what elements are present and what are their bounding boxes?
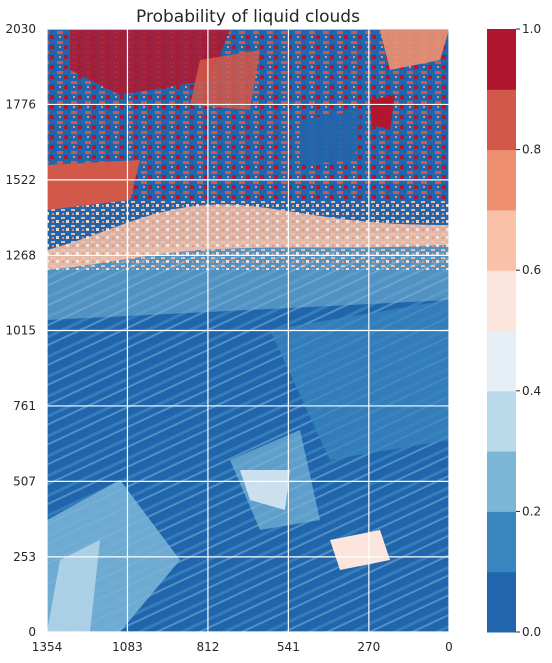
heatmap-patch-red-right bbox=[370, 95, 395, 130]
y-tick-label: 2030 bbox=[5, 22, 36, 36]
y-tick-label: 1015 bbox=[5, 324, 36, 338]
heatmap-patch-pale bbox=[47, 540, 100, 632]
colorbar-band bbox=[487, 511, 516, 573]
y-tick-label: 1268 bbox=[5, 248, 36, 262]
x-tick-label: 1083 bbox=[112, 640, 143, 654]
colorbar-band bbox=[487, 89, 516, 151]
colorbar-band bbox=[487, 451, 516, 512]
y-tick-label: 507 bbox=[13, 474, 36, 488]
y-tick-label: 0 bbox=[28, 625, 36, 639]
grid-lines bbox=[46, 28, 450, 633]
colorbar-tick-label: 1.0 bbox=[522, 22, 541, 36]
y-tick-label: 1776 bbox=[5, 97, 36, 111]
heatmap-patch-red-left bbox=[47, 160, 140, 210]
y-tick-label: 761 bbox=[13, 399, 36, 413]
colorbar-band bbox=[487, 149, 516, 211]
heatmap-patch-blue bbox=[270, 300, 449, 460]
colorbar-band bbox=[487, 571, 516, 633]
heatmap-patch-white bbox=[240, 470, 290, 510]
colorbar-tick-label: 0.0 bbox=[522, 625, 541, 639]
heatmap-transition-speckle bbox=[47, 200, 449, 270]
heatmap-patch-blue-gap bbox=[300, 110, 360, 165]
y-tick-label: 1522 bbox=[5, 173, 36, 187]
heatmap-patch-orange-right bbox=[380, 30, 449, 70]
y-axis: 0 253 507 761 1015 1268 1522 1776 2030 bbox=[5, 22, 36, 639]
y-tick-label: 253 bbox=[13, 550, 36, 564]
colorbar-band bbox=[487, 29, 516, 90]
x-tick-label: 541 bbox=[277, 640, 300, 654]
colorbar-band bbox=[487, 390, 516, 452]
x-tick-label: 1354 bbox=[32, 640, 63, 654]
colorbar-tick-label: 0.2 bbox=[522, 504, 541, 518]
heatmap-patch-red-top bbox=[70, 30, 230, 95]
heatmap-patch-pink-low bbox=[330, 530, 390, 570]
x-tick-label: 270 bbox=[357, 640, 380, 654]
x-tick-label: 0 bbox=[445, 640, 453, 654]
colorbar-band bbox=[487, 330, 516, 392]
colorbar-band bbox=[487, 270, 516, 331]
heatmap-area bbox=[47, 29, 449, 632]
colorbar: 0.0 0.2 0.4 0.6 0.8 1.0 bbox=[487, 22, 541, 639]
colorbar-tick-label: 0.6 bbox=[522, 263, 541, 277]
colorbar-tick-label: 0.8 bbox=[522, 143, 541, 157]
chart-title: Probability of liquid clouds bbox=[136, 7, 360, 27]
x-axis: 1354 1083 812 541 270 0 bbox=[32, 640, 453, 654]
x-tick-label: 812 bbox=[196, 640, 219, 654]
colorbar-band bbox=[487, 209, 516, 271]
colorbar-tick-label: 0.4 bbox=[522, 384, 541, 398]
